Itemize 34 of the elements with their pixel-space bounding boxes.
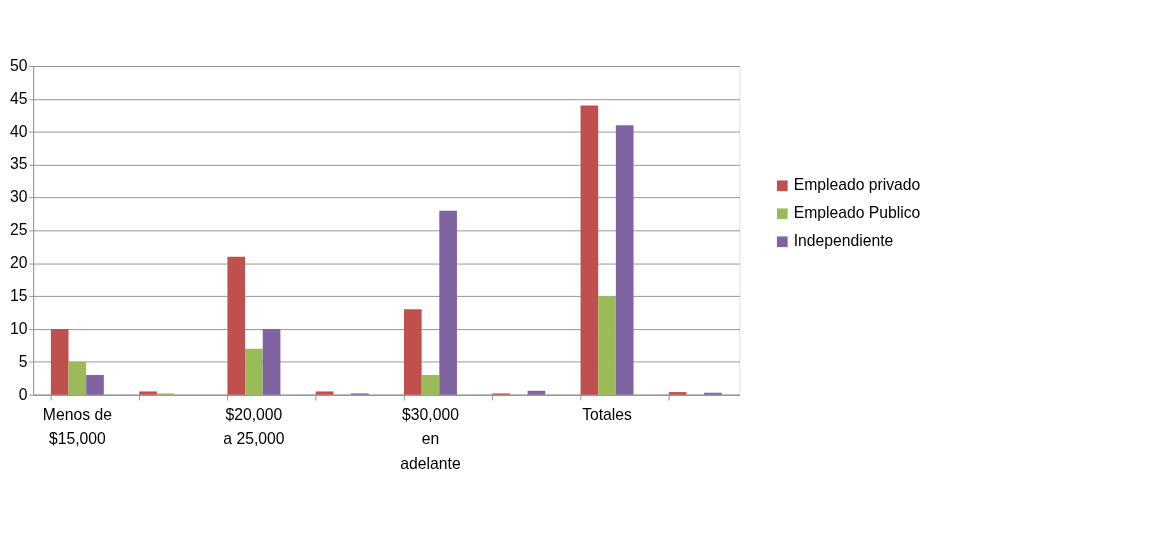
bar [668, 392, 687, 395]
y-tick-label: 35 [10, 155, 28, 173]
bar [598, 296, 616, 395]
y-tick-label: 50 [10, 56, 28, 74]
bar [615, 125, 634, 395]
bar [580, 105, 599, 395]
legend-label: Empleado privado [793, 176, 921, 194]
bar [68, 361, 87, 395]
x-tick-label: Menos de $15,000 [42, 405, 113, 448]
bar [86, 375, 104, 395]
bar [245, 348, 263, 395]
x-tick-label: $20,000 a 25,000 [223, 405, 285, 448]
y-tick-label: 30 [10, 188, 28, 206]
y-tick-label: 5 [18, 352, 28, 370]
bar [139, 391, 157, 395]
bar [315, 391, 334, 395]
x-tick-label: $30,000 en adelante [400, 405, 461, 472]
legend-label: Empleado Publico [793, 204, 921, 222]
bar [403, 309, 422, 395]
y-tick-label: 10 [10, 319, 28, 337]
bar [227, 256, 246, 395]
bar [421, 375, 440, 395]
bar [50, 328, 69, 395]
y-tick-label: 15 [10, 286, 28, 304]
x-tick-label: Totales [582, 405, 633, 423]
bar [439, 210, 457, 395]
bar [262, 328, 281, 395]
bar [527, 390, 546, 395]
legend-label: Independiente [793, 232, 894, 250]
y-tick-label: 20 [10, 254, 28, 272]
y-tick-label: 45 [10, 89, 28, 107]
y-tick-label: 0 [18, 385, 28, 403]
y-tick-label: 40 [10, 122, 28, 140]
y-tick-label: 25 [10, 221, 28, 239]
